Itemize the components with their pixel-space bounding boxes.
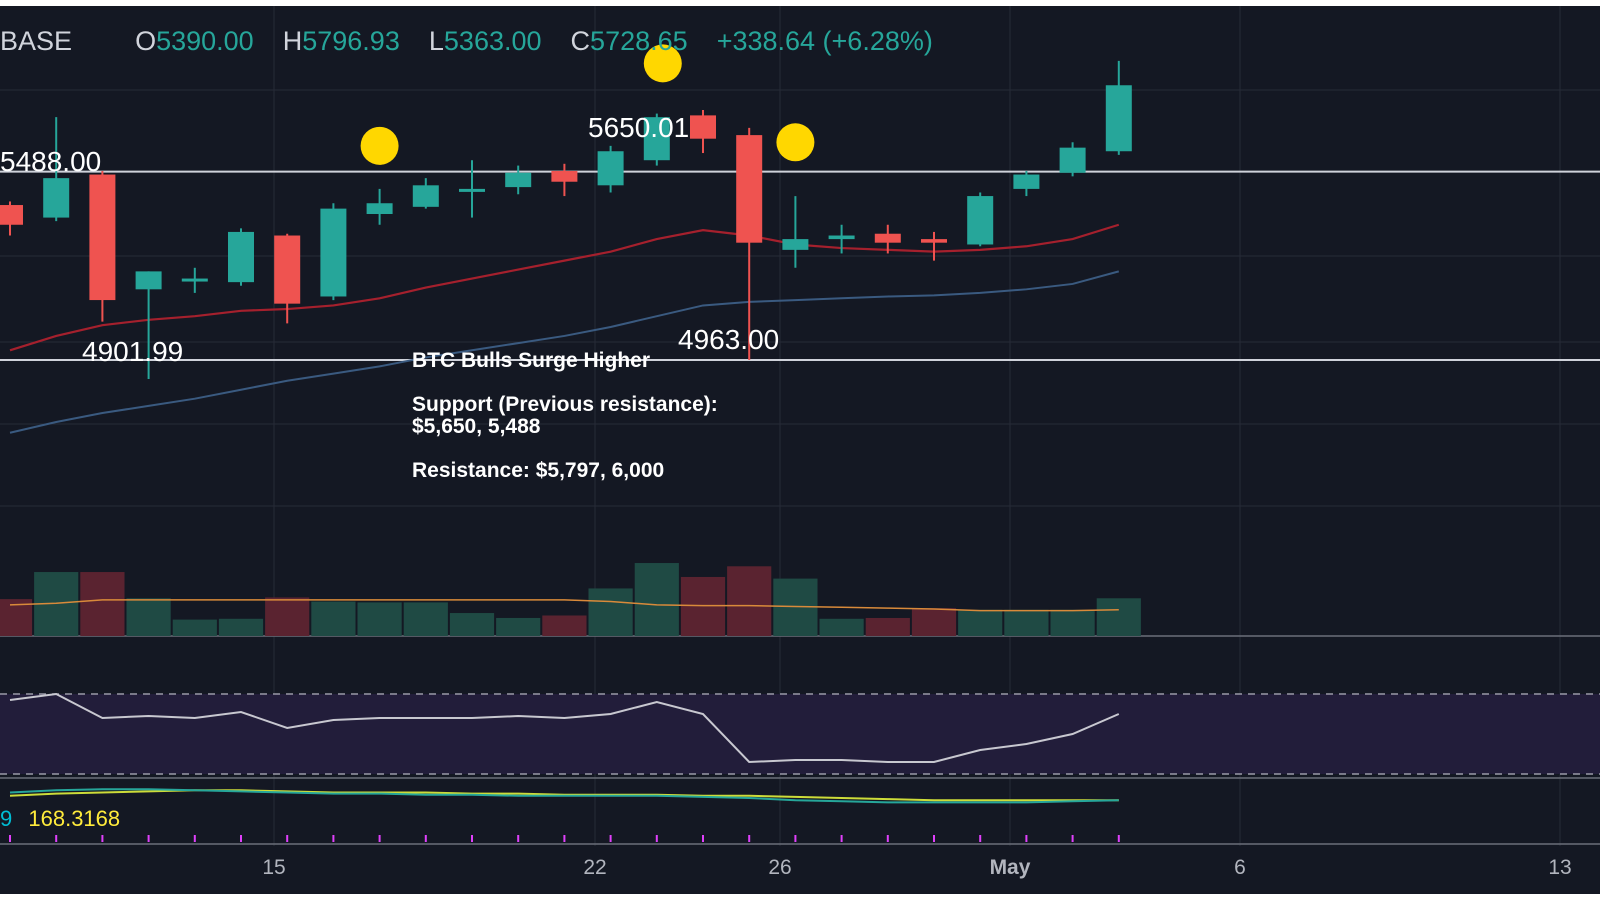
- volume-bar: [958, 609, 1003, 636]
- rsi-band: [0, 694, 1600, 774]
- ohlc-header: BASE O5390.00 H5796.93 L5363.00 C5728.65…: [0, 26, 933, 57]
- indicator-value-cut: 9: [0, 806, 13, 831]
- candle-body: [228, 231, 254, 283]
- annotation-support-2: $5,650, 5,488: [412, 415, 541, 439]
- x-tick-label: May: [990, 856, 1031, 879]
- candle-body: [597, 151, 624, 186]
- x-axis: 15 22 26 May 6 13: [262, 856, 1571, 879]
- ma-slow-line: [9, 270, 1120, 434]
- annotation-title: BTC Bulls Surge Higher: [412, 349, 651, 372]
- x-tick-label: 22: [583, 856, 606, 879]
- volume-bar: [1096, 598, 1141, 636]
- volume-bar: [357, 602, 402, 636]
- candle-body: [366, 203, 393, 214]
- candle-body: [736, 135, 763, 243]
- volume-bar: [311, 601, 356, 636]
- candle-body: [89, 174, 116, 301]
- indicator-values: 9 168.3168: [0, 806, 120, 832]
- low-value: 5363.00: [443, 26, 542, 56]
- close-value: 5728.65: [590, 26, 688, 56]
- volume-bar: [1050, 609, 1095, 636]
- annotation-support-1: Support (Previous resistance):: [412, 393, 718, 417]
- candlestick-chart[interactable]: 15 22 26 May 6 13: [0, 6, 1600, 894]
- highlight-marker: [643, 44, 682, 83]
- volume-bar: [1004, 609, 1049, 636]
- x-tick-label: 6: [1234, 856, 1246, 879]
- annotation-resistance: Resistance: $5,797, 6,000: [412, 459, 665, 483]
- low-mid-price-label: 4963.00: [678, 324, 780, 355]
- volume-pane: [0, 563, 1141, 636]
- candle-body: [412, 185, 439, 207]
- x-tick-label: 13: [1548, 856, 1571, 879]
- candle-body: [181, 278, 208, 282]
- high-value: 5796.93: [302, 26, 400, 56]
- candle-body: [274, 235, 301, 304]
- candle-body: [874, 233, 901, 243]
- highlight-marker: [360, 126, 399, 165]
- ma-fast-line: [9, 223, 1120, 352]
- candle-body: [1105, 85, 1132, 152]
- volume-bar: [634, 563, 679, 636]
- macd-line: [9, 788, 1119, 804]
- candle-body: [782, 239, 809, 250]
- volume-bar: [727, 566, 772, 636]
- macd-pane: [9, 788, 1120, 842]
- volume-bar: [449, 613, 495, 636]
- volume-bar: [80, 572, 125, 636]
- open-label: O: [135, 26, 157, 56]
- candle-body: [505, 172, 532, 188]
- close-label: C: [570, 26, 591, 56]
- open-value: 5390.00: [156, 26, 254, 56]
- volume-bar: [680, 576, 726, 636]
- volume-bar: [819, 618, 864, 636]
- candle-body: [320, 208, 347, 297]
- candle-body: [0, 205, 23, 225]
- candle-body: [459, 188, 485, 192]
- rsi-pane: [0, 692, 1600, 775]
- resistance-price-label: 5488.00: [0, 146, 102, 177]
- volume-bar: [172, 619, 217, 636]
- horizontal-levels: [0, 170, 1600, 361]
- high-label: H: [282, 26, 303, 56]
- indicator-value: 168.3168: [28, 806, 121, 831]
- symbol-label: BASE: [0, 26, 73, 56]
- x-tick-label: 26: [768, 856, 791, 879]
- volume-bar: [911, 608, 957, 636]
- volume-ma-line: [9, 599, 1119, 612]
- candle-body: [643, 117, 670, 161]
- candle-body: [921, 239, 947, 243]
- low-left-price-label: 4901.99: [82, 336, 184, 367]
- x-tick-label: 15: [262, 856, 285, 879]
- candle-body: [1059, 147, 1086, 173]
- candle-body: [828, 235, 855, 240]
- change-value: +338.64 (+6.28%): [716, 26, 933, 56]
- chart-annotation: BTC Bulls Surge Higher Support (Previous…: [412, 349, 718, 483]
- volume-bar: [265, 597, 310, 636]
- volume-bar: [126, 598, 171, 636]
- volume-bar: [218, 618, 264, 636]
- volume-bar: [542, 615, 587, 636]
- candles: [0, 60, 1132, 379]
- volume-bar: [865, 617, 910, 636]
- peak-price-label: 5650.01: [588, 112, 690, 143]
- chart-frame: 15 22 26 May 6 13 BASE O5390.00 H5796.93 L536…: [0, 6, 1600, 894]
- candle-body: [551, 170, 578, 182]
- markers: [360, 44, 815, 165]
- volume-bar: [588, 588, 633, 636]
- low-label: L: [428, 26, 444, 56]
- volume-bar: [496, 617, 541, 636]
- candle-body: [1013, 174, 1040, 189]
- rsi-line: [9, 692, 1120, 764]
- candle-body: [967, 196, 994, 245]
- candle-body: [690, 115, 716, 139]
- highlight-marker: [776, 123, 815, 162]
- candle-body: [43, 178, 70, 218]
- volume-bar: [403, 602, 448, 636]
- candle-body: [135, 271, 162, 290]
